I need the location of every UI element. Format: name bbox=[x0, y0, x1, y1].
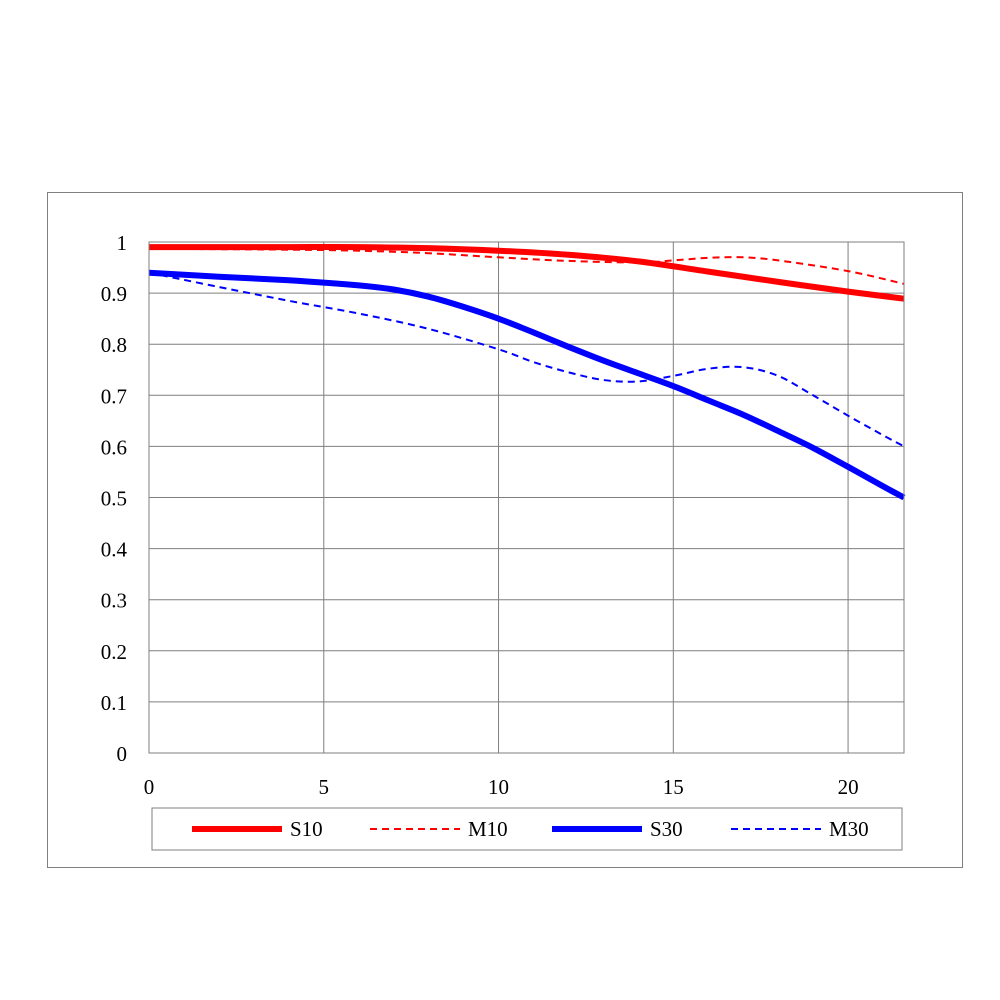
x-tick-label: 5 bbox=[319, 775, 330, 799]
legend: S10 M10 S30 M30 bbox=[151, 807, 903, 851]
y-tick-label: 0.7 bbox=[101, 384, 127, 408]
y-tick-label: 0.2 bbox=[101, 640, 127, 664]
x-tick-label: 0 bbox=[144, 775, 155, 799]
legend-label-m10: M10 bbox=[468, 817, 508, 841]
x-tick-label: 10 bbox=[488, 775, 509, 799]
plot-area-border bbox=[148, 241, 905, 754]
y-tick-label: 0.9 bbox=[101, 282, 127, 306]
series-lines bbox=[148, 244, 906, 501]
x-tick-label: 15 bbox=[663, 775, 684, 799]
series-line-s30 bbox=[148, 269, 906, 501]
series-line-m30 bbox=[148, 271, 905, 448]
legend-label-m30: M30 bbox=[829, 817, 869, 841]
y-tick-label: 0.4 bbox=[101, 538, 128, 562]
tick-labels: 00.10.20.30.40.50.60.70.80.910 5 10 15 20 bbox=[101, 231, 859, 799]
legend-label-s30: S30 bbox=[650, 817, 683, 841]
chart-frame bbox=[47, 192, 963, 868]
grid bbox=[148, 241, 904, 754]
y-tick-label: 0 bbox=[117, 742, 128, 766]
y-tick-label: 0.6 bbox=[101, 435, 127, 459]
y-tick-label: 0.8 bbox=[101, 333, 127, 357]
y-tick-label: 0.5 bbox=[101, 487, 127, 511]
y-tick-label: 1 bbox=[117, 231, 128, 255]
series-line-s10 bbox=[148, 244, 905, 302]
legend-label-s10: S10 bbox=[290, 817, 323, 841]
y-tick-label: 0.3 bbox=[101, 589, 127, 613]
series-line-m10 bbox=[148, 247, 905, 285]
y-tick-label: 0.1 bbox=[101, 691, 127, 715]
x-tick-label: 20 bbox=[838, 775, 859, 799]
